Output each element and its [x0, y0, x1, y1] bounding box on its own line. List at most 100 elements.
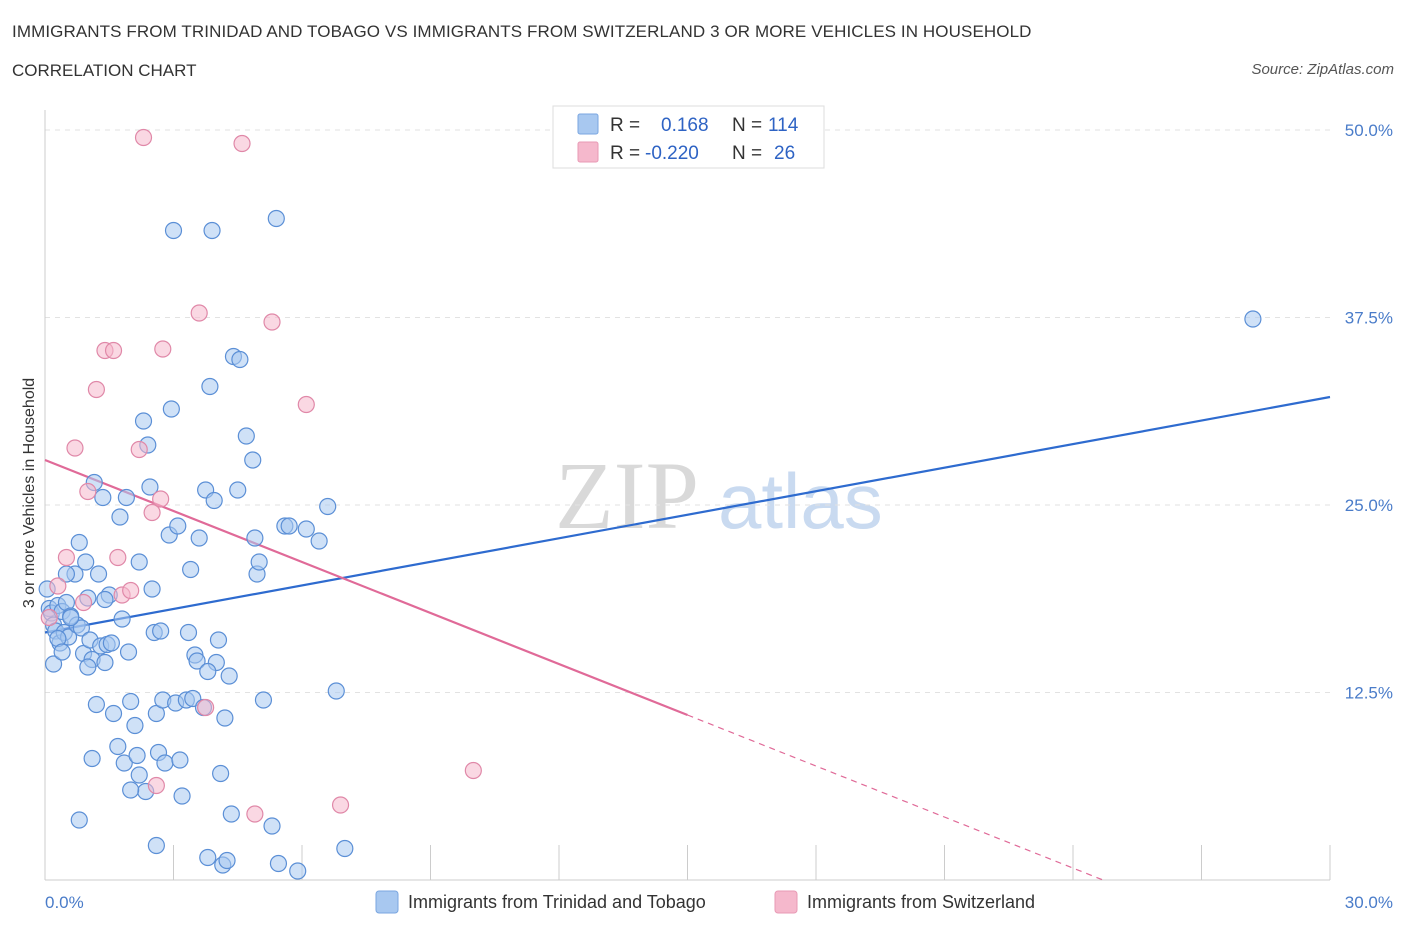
data-point — [74, 593, 93, 612]
data-point — [231, 350, 249, 369]
data-point — [222, 805, 240, 823]
x-tick-label: 30.0% — [1345, 893, 1393, 912]
watermark-zip: ZIP — [555, 442, 699, 549]
data-point — [269, 854, 288, 873]
legend-r-value-trinidad: 0.168 — [661, 115, 709, 136]
data-point — [336, 839, 354, 858]
trend-line-extension — [687, 714, 1104, 881]
data-point — [94, 488, 112, 507]
grid — [45, 129, 1330, 693]
data-point — [44, 655, 63, 673]
legend-swatch-trinidad — [577, 113, 599, 135]
data-point — [128, 746, 146, 765]
data-point — [117, 488, 135, 507]
data-point — [79, 658, 97, 676]
data-point — [201, 377, 219, 396]
y-tick-label: 25.0% — [1345, 496, 1393, 515]
data-point — [109, 737, 127, 756]
data-point — [152, 490, 170, 508]
data-point — [464, 761, 482, 780]
data-point — [179, 623, 198, 642]
data-point — [109, 548, 127, 567]
data-point — [310, 532, 328, 550]
data-point — [182, 560, 200, 579]
data-point — [141, 478, 159, 496]
data-point — [70, 811, 88, 829]
data-point — [267, 209, 285, 228]
data-points — [38, 128, 1262, 880]
data-point — [190, 529, 208, 547]
data-point — [237, 427, 255, 445]
data-point — [216, 709, 234, 727]
data-point — [246, 529, 264, 547]
data-point — [297, 520, 315, 538]
data-point — [1244, 310, 1262, 328]
data-point — [188, 652, 206, 670]
data-point — [233, 134, 251, 153]
data-point — [122, 581, 140, 600]
data-point — [53, 643, 71, 661]
legend-swatch-switzerland — [577, 141, 599, 163]
y-tick-labels: 12.5% 25.0% 37.5% 50.0% — [1345, 121, 1393, 703]
data-point — [89, 565, 108, 583]
data-point — [102, 634, 120, 652]
trend-line — [44, 458, 688, 717]
data-point — [79, 482, 97, 501]
trend-line — [44, 395, 1331, 634]
legend-n-label-switzerland: N = — [732, 143, 762, 164]
data-point — [263, 313, 281, 331]
data-point — [289, 862, 307, 880]
legend: R = 0.168 N = 114 R = -0.220 N = 26 — [552, 105, 825, 169]
data-point — [220, 667, 238, 685]
data-point — [130, 440, 148, 459]
data-point — [70, 533, 88, 552]
data-point — [87, 380, 106, 399]
bottom-legend-swatch-trinidad — [375, 890, 399, 914]
watermark-atlas: atlas — [718, 457, 883, 545]
bottom-legend-swatch-switzerland — [774, 890, 798, 914]
data-point — [246, 805, 264, 823]
data-point — [319, 497, 337, 516]
data-point — [57, 548, 76, 567]
data-point — [104, 704, 123, 723]
bottom-legend-label-trinidad: Immigrants from Trinidad and Tobago — [408, 892, 706, 912]
data-point — [162, 400, 180, 418]
data-point — [229, 481, 247, 499]
data-point — [134, 412, 153, 430]
data-point — [87, 695, 106, 714]
legend-r-label-switzerland: R = — [610, 143, 640, 164]
data-point — [197, 698, 215, 717]
data-point — [111, 508, 129, 526]
data-point — [263, 817, 281, 835]
data-point — [83, 749, 101, 768]
x-tick-labels: 0.0% 30.0% — [45, 893, 1393, 912]
data-point — [49, 577, 67, 595]
data-point — [331, 796, 350, 814]
data-point — [205, 491, 223, 510]
data-point — [72, 619, 91, 637]
data-point — [62, 608, 80, 627]
data-point — [152, 622, 170, 640]
legend-n-label-trinidad: N = — [732, 115, 762, 136]
data-point — [154, 340, 172, 358]
data-point — [113, 610, 131, 628]
data-point — [254, 691, 273, 709]
data-point — [143, 580, 161, 598]
series-0-points — [38, 209, 1262, 880]
y-tick-label: 50.0% — [1345, 121, 1393, 140]
data-point — [156, 754, 174, 772]
data-point — [104, 341, 123, 360]
y-tick-label: 12.5% — [1345, 684, 1393, 703]
source-label: Source: ZipAtlas.com — [1251, 61, 1394, 78]
data-point — [147, 836, 165, 855]
data-point — [327, 682, 345, 700]
data-point — [96, 653, 114, 672]
data-point — [173, 787, 191, 805]
data-point — [218, 851, 236, 870]
data-point — [130, 766, 148, 784]
legend-n-value-trinidad: 114 — [768, 115, 799, 136]
trend-lines — [44, 395, 1331, 881]
data-point — [134, 128, 153, 147]
chart-subtitle: CORRELATION CHART — [12, 61, 197, 80]
